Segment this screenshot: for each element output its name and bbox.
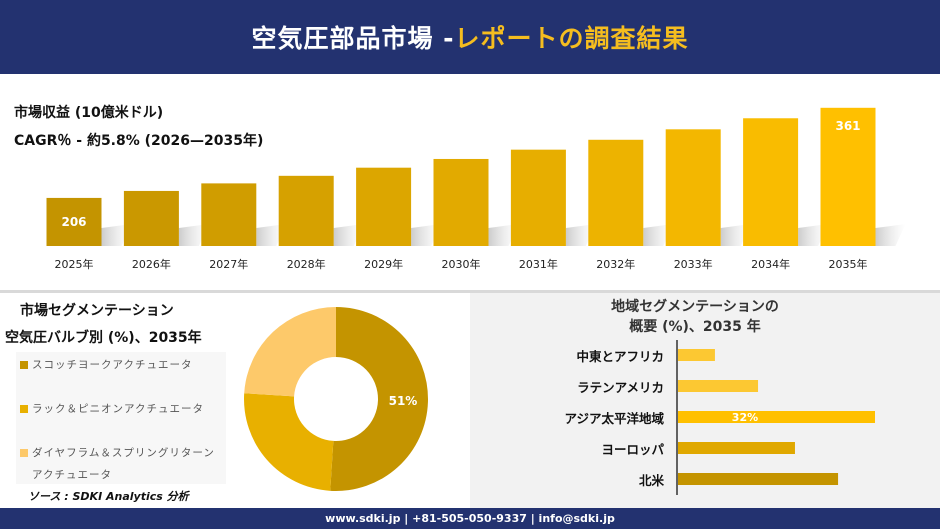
legend-item: ダイヤフラム＆スプリングリターンアクチュエータ bbox=[20, 442, 226, 486]
bar-2029年 bbox=[356, 167, 412, 246]
x-tick-label: 2035年 bbox=[829, 257, 868, 271]
title-accent: レポートの調査結果 bbox=[454, 24, 689, 53]
source-note: ソース : SDKI Analytics 分析 bbox=[28, 490, 189, 503]
region-label: ラテンアメリカ bbox=[577, 380, 664, 395]
slice-data-label: 51% bbox=[389, 394, 418, 408]
bar-2027年 bbox=[201, 183, 257, 246]
x-tick-label: 2034年 bbox=[751, 257, 790, 271]
bar-2032年 bbox=[588, 139, 644, 246]
legend-label: スコッチヨークアクチュエータ bbox=[32, 359, 193, 371]
donut-slice bbox=[244, 307, 336, 397]
donut-slice bbox=[330, 307, 428, 491]
region-label: 中東とアフリカ bbox=[576, 349, 664, 364]
bar-2031年 bbox=[510, 149, 566, 246]
bar-2028年 bbox=[278, 175, 334, 246]
region-bar bbox=[678, 380, 759, 392]
x-tick-label: 2028年 bbox=[287, 257, 326, 271]
legend-swatch bbox=[20, 405, 28, 413]
cagr-label: CAGR％ - 約5.8% (2026—2035年) bbox=[14, 133, 264, 149]
page-header: 空気圧部品市場 - レポートの調査結果 bbox=[0, 0, 940, 74]
x-tick-label: 2031年 bbox=[519, 257, 558, 271]
bar-2030年 bbox=[433, 158, 489, 246]
x-tick-label: 2030年 bbox=[442, 257, 481, 271]
region-bar bbox=[678, 473, 839, 485]
regional-title: 地域セグメンテーションの 概要 (%)、2035 年 bbox=[560, 297, 830, 337]
legend-item: ラック＆ピニオンアクチュエータ bbox=[20, 398, 204, 420]
regional-bar-chart: 32% bbox=[676, 340, 875, 495]
bar-2033年 bbox=[665, 129, 721, 246]
segment-title: 市場セグメンテーション bbox=[20, 303, 174, 319]
valve-donut-chart: 51% bbox=[244, 307, 428, 491]
region-label: アジア太平洋地域 bbox=[564, 411, 664, 426]
segment-subtitle: 空気圧バルブ別 (%)、2035年 bbox=[5, 330, 202, 346]
x-tick-label: 2027年 bbox=[209, 257, 248, 271]
bar-data-label: 361 bbox=[835, 119, 860, 133]
legend-item: スコッチヨークアクチュエータ bbox=[20, 354, 192, 376]
bar-2026年 bbox=[123, 190, 179, 246]
revenue-section: 市場収益 (10億米ドル) CAGR％ - 約5.8% (2026—2035年)… bbox=[0, 74, 940, 290]
bar-data-label: 32% bbox=[732, 411, 758, 424]
bar-2035年 bbox=[820, 107, 876, 246]
bar-data-label: 206 bbox=[61, 215, 86, 229]
donut-legend: スコッチヨークアクチュエータ ラック＆ピニオンアクチュエータ ダイヤフラム＆スプ… bbox=[16, 352, 226, 484]
region-bar bbox=[678, 411, 875, 423]
regional-section bbox=[470, 293, 940, 508]
region-bar bbox=[678, 442, 795, 454]
revenue-bar-chart: 2025年 206 2026年 2027年 2028年 2029年 2030年 2031年 20… bbox=[46, 107, 906, 271]
regional-title-line2: 概要 (%)、2035 年 bbox=[629, 319, 761, 335]
x-tick-label: 2029年 bbox=[364, 257, 403, 271]
x-tick-label: 2025年 bbox=[55, 257, 94, 271]
region-bar bbox=[678, 349, 715, 361]
revenue-label: 市場収益 (10億米ドル) bbox=[14, 105, 164, 121]
bar-2025年 bbox=[46, 197, 102, 246]
x-tick-label: 2032年 bbox=[596, 257, 635, 271]
divider bbox=[0, 290, 940, 293]
regional-title-line1: 地域セグメンテーションの bbox=[611, 299, 779, 315]
legend-label: ラック＆ピニオンアクチュエータ bbox=[32, 403, 204, 415]
title-main: 空気圧部品市場 - bbox=[251, 24, 455, 53]
x-tick-label: 2033年 bbox=[674, 257, 713, 271]
bar-2034年 bbox=[743, 118, 799, 246]
legend-swatch bbox=[20, 449, 28, 457]
region-label: 北米 bbox=[638, 473, 664, 488]
region-label: ヨーロッパ bbox=[601, 442, 664, 457]
legend-label: ダイヤフラム＆スプリングリターンアクチュエータ bbox=[32, 447, 215, 481]
footer-contact: www.sdki.jp | +81-505-050-9337 | info@sd… bbox=[0, 508, 940, 529]
donut-slice bbox=[244, 393, 334, 491]
x-tick-label: 2026年 bbox=[132, 257, 171, 271]
bar-shadow bbox=[875, 224, 906, 246]
legend-swatch bbox=[20, 361, 28, 369]
